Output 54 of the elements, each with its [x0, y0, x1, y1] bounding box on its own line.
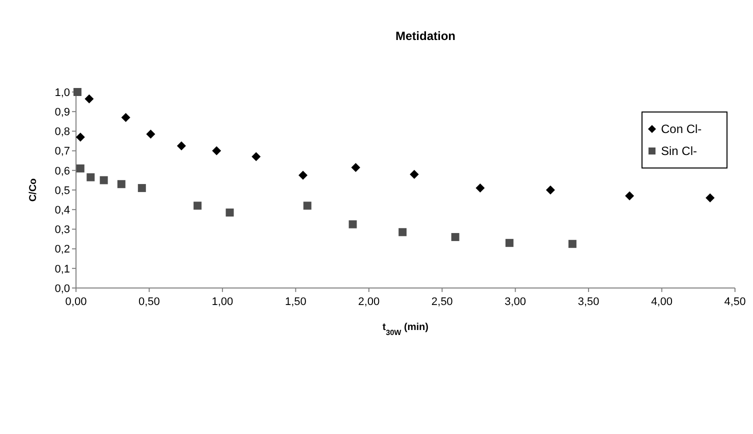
point — [348, 220, 357, 228]
chart-title: Metidation — [396, 29, 456, 43]
point — [212, 146, 222, 156]
point — [86, 173, 95, 182]
point — [176, 141, 186, 150]
y-axis-title: C/Co — [28, 178, 39, 202]
point — [194, 202, 202, 210]
y-tick-label: 0,8 — [54, 126, 70, 138]
y-tick-label: 0,0 — [54, 282, 70, 295]
point — [252, 152, 261, 162]
point — [100, 176, 108, 184]
point — [117, 180, 126, 188]
point — [76, 132, 85, 142]
y-tick-label: 0,2 — [54, 244, 70, 256]
x-tick-label: 3,00 — [504, 296, 526, 308]
point — [73, 88, 82, 96]
point — [410, 170, 419, 179]
point — [298, 170, 308, 180]
point — [625, 191, 634, 200]
y-tick-label: 0,5 — [54, 184, 70, 197]
point — [505, 238, 514, 247]
y-tick-label: 0,7 — [54, 146, 70, 158]
x-tick-label: 2,00 — [358, 296, 380, 308]
point — [138, 184, 146, 192]
point — [84, 94, 94, 104]
point — [351, 162, 360, 172]
x-tick-label: 0,00 — [65, 296, 87, 308]
x-tick-label: 3,50 — [578, 296, 600, 308]
x-tick-label: 1,50 — [284, 296, 306, 308]
point — [76, 164, 84, 172]
point — [706, 193, 715, 202]
x-tick-label: 4,00 — [651, 296, 672, 308]
y-tick-label: 0,4 — [54, 204, 70, 216]
point — [568, 240, 576, 248]
x-tick-label: 1,00 — [212, 296, 234, 308]
y-tick-label: 0,9 — [54, 106, 70, 118]
x-axis-title: t$_{30W}$ (min) — [382, 322, 428, 336]
legend-label: Sin Cl- — [661, 144, 698, 158]
y-tick-label: 1,0 — [54, 86, 70, 99]
point — [476, 184, 485, 193]
x-tick-label: 4,50 — [724, 296, 746, 308]
x-tick-label: 0,50 — [138, 296, 160, 308]
point — [146, 130, 156, 139]
point — [451, 233, 460, 242]
point — [398, 228, 407, 236]
point — [546, 186, 555, 194]
point — [226, 208, 234, 217]
point — [121, 112, 130, 122]
legend-label: Con Cl- — [661, 122, 702, 136]
y-tick-label: 0,3 — [54, 224, 70, 236]
point — [303, 202, 312, 210]
x-tick-label: 2,50 — [431, 296, 453, 308]
y-tick-label: 0,6 — [54, 165, 70, 178]
y-tick-label: 0,1 — [54, 263, 70, 276]
